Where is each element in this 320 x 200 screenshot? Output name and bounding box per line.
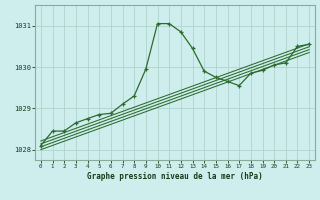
- X-axis label: Graphe pression niveau de la mer (hPa): Graphe pression niveau de la mer (hPa): [87, 172, 263, 181]
